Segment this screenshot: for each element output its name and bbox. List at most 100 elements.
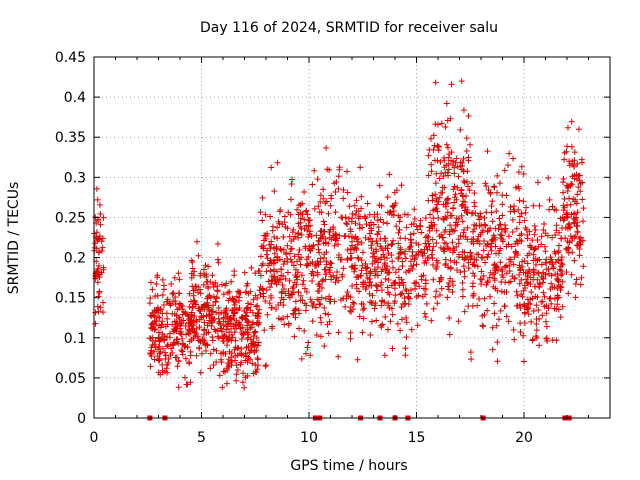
- data-point: [259, 260, 266, 267]
- data-point: [520, 198, 527, 205]
- data-point: [295, 220, 302, 227]
- data-point: [376, 182, 383, 189]
- data-point: [396, 250, 403, 257]
- data-point: [433, 263, 440, 270]
- data-point: [323, 261, 330, 268]
- data-point: [530, 307, 537, 314]
- data-point: [284, 258, 291, 265]
- data-point: [171, 274, 178, 281]
- data-point: [384, 284, 391, 291]
- data-point: [380, 219, 387, 226]
- data-point: [488, 202, 495, 209]
- data-point: [290, 311, 297, 318]
- data-point: [230, 321, 237, 328]
- data-point: [531, 231, 538, 238]
- data-point: [457, 232, 464, 239]
- data-point: [538, 261, 545, 268]
- data-point: [218, 325, 225, 332]
- data-point: [228, 325, 235, 332]
- data-point: [326, 267, 333, 274]
- data-point: [99, 244, 106, 251]
- data-point: [534, 257, 541, 264]
- data-point: [417, 248, 424, 255]
- data-point: [460, 263, 467, 270]
- data-point: [436, 175, 443, 182]
- data-point: [382, 275, 389, 282]
- data-point: [203, 313, 210, 320]
- data-point: [430, 132, 437, 139]
- data-point: [572, 216, 579, 223]
- data-point: [201, 319, 208, 326]
- y-tick-label: 0.45: [55, 50, 86, 66]
- data-point: [190, 335, 197, 342]
- data-point: [291, 253, 298, 260]
- data-point: [458, 202, 465, 209]
- data-point: [471, 189, 478, 196]
- data-point: [213, 309, 220, 316]
- data-point: [99, 235, 106, 242]
- data-point: [520, 287, 527, 294]
- data-point: [237, 361, 244, 368]
- data-point: [306, 246, 313, 253]
- data-point: [571, 210, 578, 217]
- data-point: [433, 205, 440, 212]
- data-point: [508, 243, 515, 250]
- data-point: [289, 229, 296, 236]
- data-point: [469, 292, 476, 299]
- data-point: [384, 220, 391, 227]
- data-point: [483, 183, 490, 190]
- data-point: [563, 269, 570, 276]
- data-point: [536, 202, 543, 209]
- data-point: [224, 318, 231, 325]
- data-point: [546, 196, 553, 203]
- data-point: [209, 272, 216, 279]
- x-tick-label: 5: [197, 430, 206, 446]
- data-point: [325, 311, 332, 318]
- data-point: [514, 251, 521, 258]
- data-point: [263, 362, 270, 369]
- data-point: [96, 201, 103, 208]
- data-point: [326, 228, 333, 235]
- data-point: [189, 265, 196, 272]
- data-point: [457, 163, 464, 170]
- data-point: [558, 254, 565, 261]
- data-point: [210, 362, 217, 369]
- data-point: [160, 301, 167, 308]
- data-point: [92, 273, 99, 280]
- data-point: [233, 317, 240, 324]
- data-point: [564, 187, 571, 194]
- data-point: [483, 281, 490, 288]
- data-point: [521, 258, 528, 265]
- data-point: [533, 334, 540, 341]
- data-point: [555, 306, 562, 313]
- data-point: [270, 274, 277, 281]
- data-point: [447, 265, 454, 272]
- data-point: [413, 261, 420, 268]
- data-point: [480, 237, 487, 244]
- y-tick-label: 0.3: [64, 170, 86, 186]
- data-point: [358, 257, 365, 264]
- data-point: [218, 359, 225, 366]
- data-point: [374, 231, 381, 238]
- data-point: [412, 285, 419, 292]
- data-point: [152, 293, 159, 300]
- data-point: [332, 209, 339, 216]
- data-point: [285, 209, 292, 216]
- data-point: [335, 173, 342, 180]
- data-point: [312, 261, 319, 268]
- data-point: [511, 336, 518, 343]
- data-point: [491, 310, 498, 317]
- data-point: [437, 244, 444, 251]
- data-point: [92, 320, 99, 327]
- data-point: [560, 175, 567, 182]
- data-point: [333, 274, 340, 281]
- data-point: [326, 234, 333, 241]
- data-point: [425, 240, 432, 247]
- data-point: [572, 294, 579, 301]
- data-point: [94, 279, 101, 286]
- data-point: [519, 293, 526, 300]
- data-point: [475, 233, 482, 240]
- data-point: [357, 164, 364, 171]
- data-point: [388, 251, 395, 258]
- data-point: [553, 227, 560, 234]
